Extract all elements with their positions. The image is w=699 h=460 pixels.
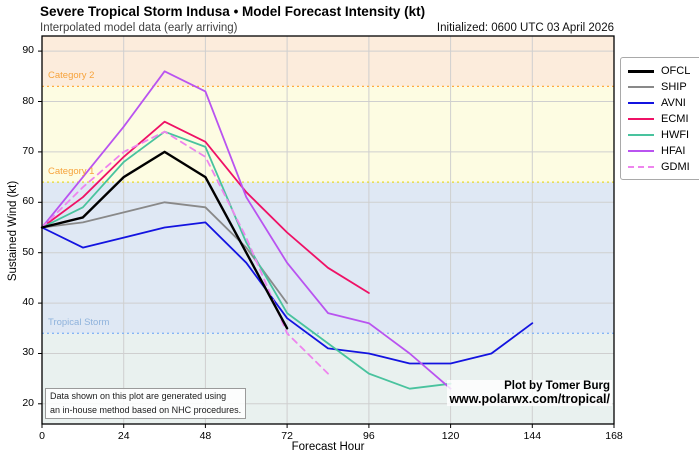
plot-credit: Plot by Tomer Burg www.polarwx.com/tropi… [447, 380, 612, 406]
legend-item-ofcl: OFCL [628, 63, 699, 79]
legend-label: ECMI [661, 113, 689, 125]
legend-item-hfai: HFAI [628, 143, 699, 159]
plot-border [41, 35, 615, 425]
legend-label: HFAI [661, 145, 686, 157]
disclaimer-note: Data shown on this plot are generated us… [45, 388, 247, 419]
x-tick-label: 48 [199, 430, 212, 442]
model-legend: OFCL SHIP AVNI ECMI HWFI HFAI GDMI [620, 57, 699, 180]
legend-line-sample [628, 118, 654, 120]
series-line-hfai [41, 70, 452, 390]
series-line-ship [41, 201, 289, 305]
legend-label: OFCL [661, 65, 691, 77]
y-tick-label: 80 [22, 94, 34, 107]
disclaimer-line2: an in-house method based on NHC procedur… [50, 404, 242, 415]
initialization-time: Initialized: 0600 UTC 03 April 2026 [436, 22, 614, 34]
legend-label: SHIP [661, 81, 687, 93]
legend-item-gdmi: GDMI [628, 159, 699, 175]
threshold-label-tropical-storm: Tropical Storm [48, 317, 110, 329]
credit-url: www.polarwx.com/tropical/ [449, 392, 610, 406]
legend-item-ecmi: ECMI [628, 111, 699, 127]
x-tick-label: 120 [441, 430, 460, 442]
legend-item-hwfi: HWFI [628, 127, 699, 143]
threshold-label-category-2: Category 2 [48, 70, 95, 82]
y-tick-label: 70 [22, 144, 34, 157]
legend-line-sample [628, 134, 654, 136]
legend-item-ship: SHIP [628, 79, 699, 95]
legend-label: AVNI [661, 97, 686, 109]
series-line-ecmi [41, 120, 370, 294]
legend-line-sample [628, 102, 654, 104]
legend-label: GDMI [661, 161, 690, 173]
tropical-storm-band [42, 182, 614, 334]
x-tick-label: 144 [523, 430, 542, 442]
legend-line-sample [628, 69, 654, 73]
y-tick-label: 60 [22, 195, 34, 208]
legend-item-avni: AVNI [628, 95, 699, 111]
threshold-label-category-1: Category 1 [48, 166, 95, 178]
chart-subtitle: Interpolated model data (early arriving) [40, 22, 238, 34]
legend-line-sample [628, 166, 654, 168]
y-tick-label: 90 [22, 44, 34, 57]
x-tick-label: 168 [605, 430, 623, 442]
x-axis-title: Forecast Hour [291, 441, 365, 453]
legend-label: HWFI [661, 129, 690, 141]
series-line-avni [41, 221, 534, 365]
credit-author: Plot by Tomer Burg [504, 380, 610, 392]
y-tick-label: 20 [22, 396, 34, 409]
x-tick-label: 0 [39, 430, 45, 442]
page-title: Severe Tropical Storm Indusa • Model For… [40, 4, 426, 19]
series-line-gdmi [41, 130, 329, 375]
category-2-band [42, 36, 614, 87]
x-tick-label: 24 [117, 430, 130, 442]
category-1-band [42, 86, 614, 183]
y-tick-label: 30 [22, 346, 34, 359]
y-tick-label: 40 [22, 296, 34, 309]
series-line-ofcl [40, 150, 289, 330]
disclaimer-line1: Data shown on this plot are generated us… [50, 391, 227, 401]
x-tick-label: 96 [363, 430, 375, 442]
y-tick-label: 50 [22, 245, 34, 258]
series-line-hwfi [41, 130, 452, 390]
x-tick-label: 72 [281, 430, 293, 442]
legend-line-sample [628, 86, 654, 88]
legend-line-sample [628, 150, 654, 152]
